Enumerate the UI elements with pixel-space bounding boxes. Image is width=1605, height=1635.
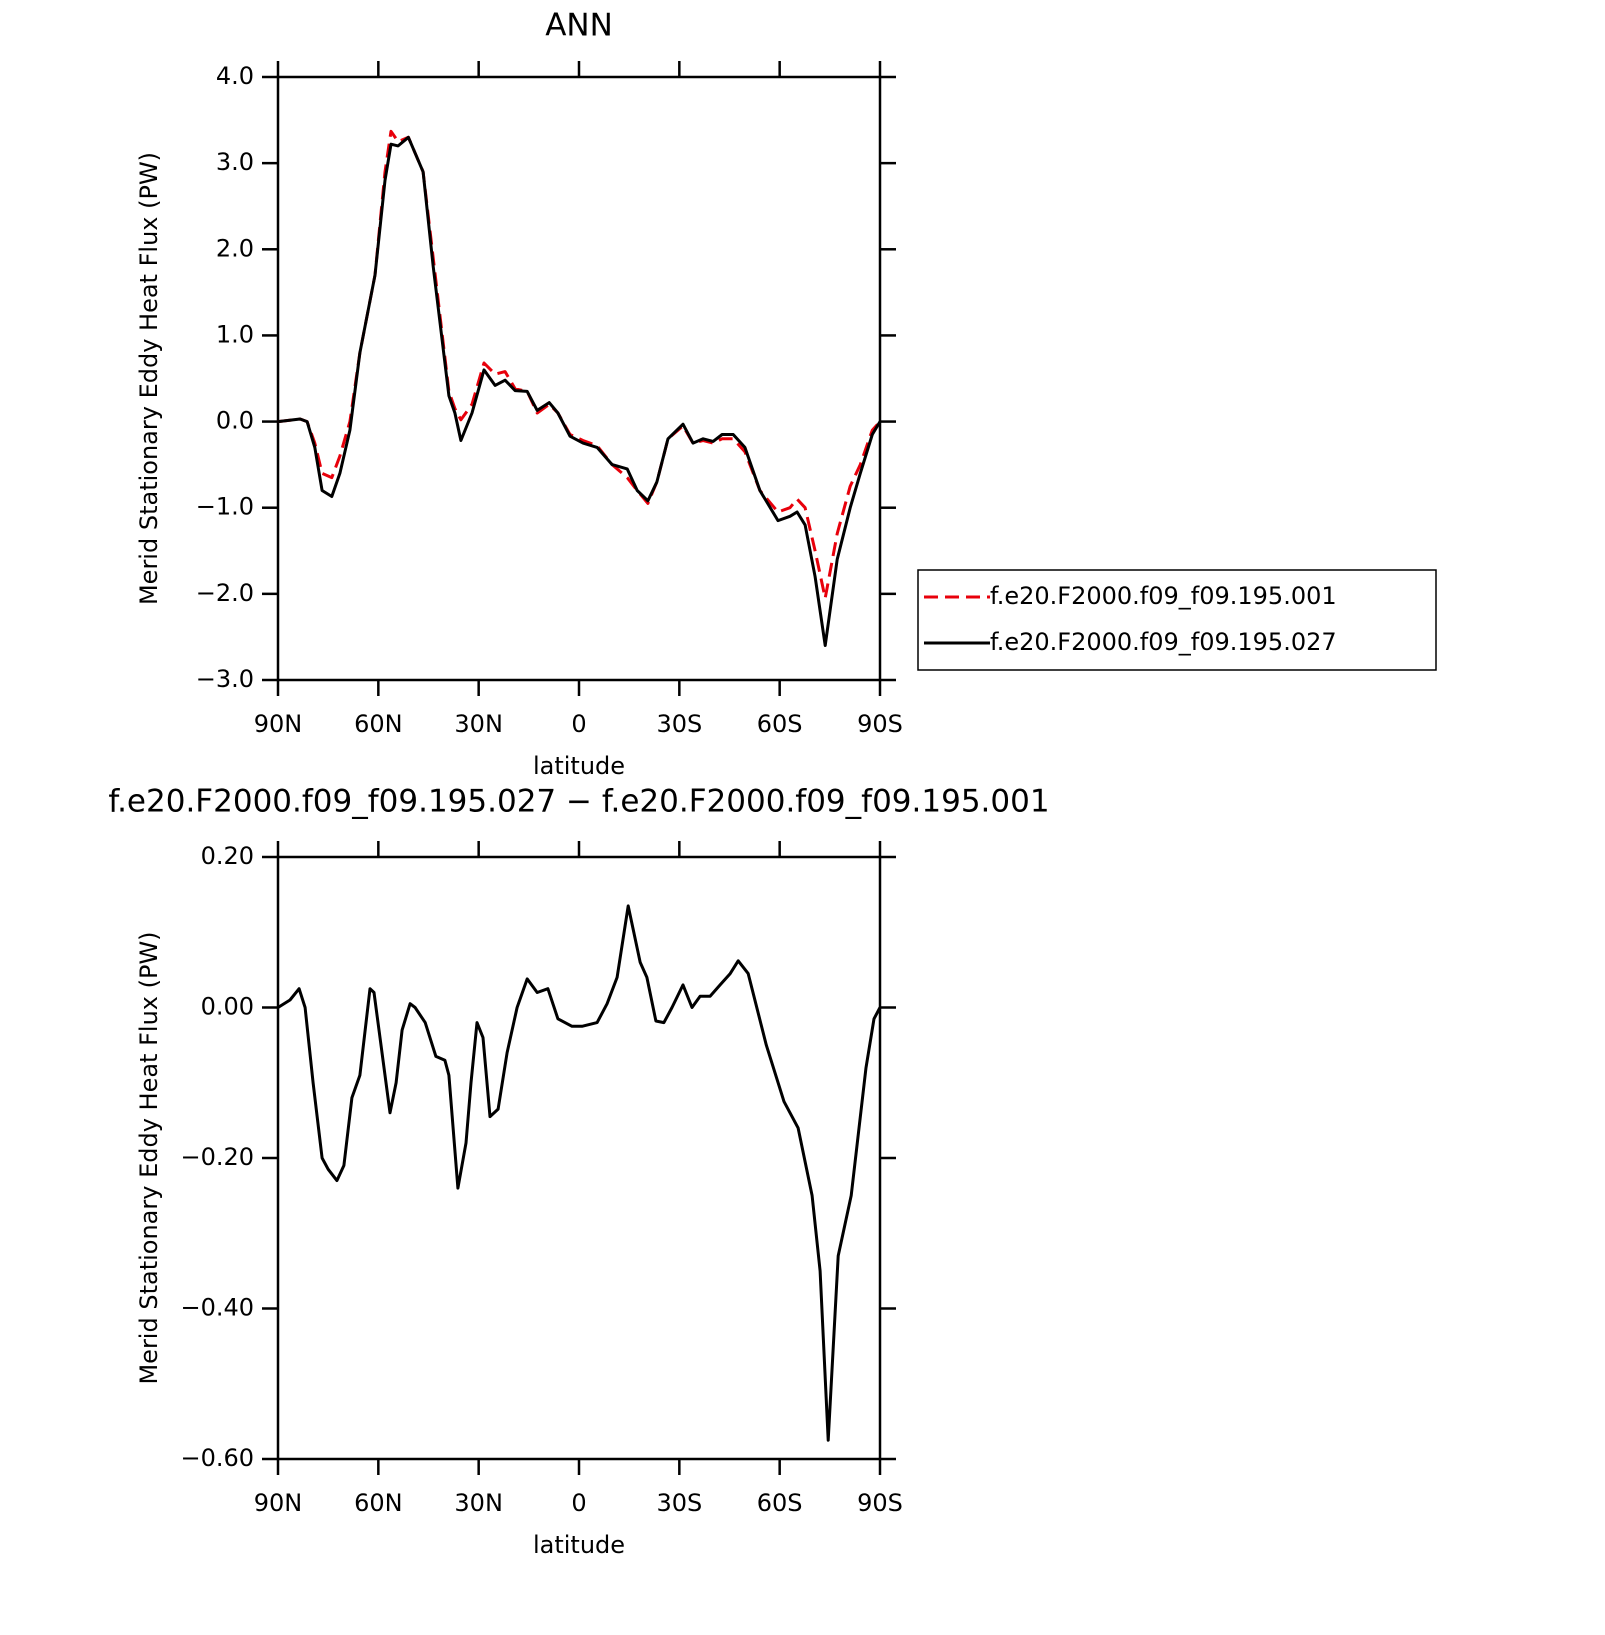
x-tick-label: 30S: [656, 1489, 702, 1517]
y-tick-label: 0.00: [201, 993, 254, 1021]
y-tick-label: 4.0: [216, 62, 254, 90]
y-axis-label: Merid Stationary Eddy Heat Flux (PW): [135, 152, 163, 605]
x-tick-label: 30S: [656, 710, 702, 738]
legend-label: f.e20.F2000.f09_f09.195.001: [990, 582, 1337, 610]
y-axis-label: Merid Stationary Eddy Heat Flux (PW): [135, 931, 163, 1384]
x-tick-label: 30N: [454, 710, 503, 738]
x-tick-label: 60N: [354, 710, 403, 738]
data-line: [277, 904, 882, 1442]
data-line: [277, 135, 882, 647]
y-tick-label: 0.20: [201, 842, 254, 870]
x-tick-label: 90N: [254, 710, 303, 738]
x-tick-label: 0: [571, 710, 586, 738]
x-tick-label: 90N: [254, 1489, 303, 1517]
legend: f.e20.F2000.f09_f09.195.001 f.e20.F2000.f…: [917, 569, 1437, 671]
x-tick-label: 60S: [757, 1489, 803, 1517]
x-tick-label: 90S: [857, 1489, 903, 1517]
y-tick-label: −0.20: [180, 1143, 254, 1171]
data-line: [277, 129, 882, 600]
y-tick-label: 1.0: [216, 320, 254, 348]
x-tick-label: 30N: [454, 1489, 503, 1517]
y-tick-label: −2.0: [196, 579, 254, 607]
y-tick-label: 3.0: [216, 148, 254, 176]
y-tick-label: −0.60: [180, 1444, 254, 1472]
chart-title: f.e20.F2000.f09_f09.195.027 − f.e20.F200…: [108, 784, 1049, 820]
x-tick-label: 90S: [857, 710, 903, 738]
x-tick-label: 60S: [757, 710, 803, 738]
legend-label: f.e20.F2000.f09_f09.195.027: [990, 628, 1337, 656]
plot-frame: [276, 855, 882, 1461]
x-tick-label: 60N: [354, 1489, 403, 1517]
y-tick-label: 2.0: [216, 234, 254, 262]
y-tick-label: −1.0: [196, 493, 254, 521]
legend-box: [917, 569, 1437, 671]
chart-title: ANN: [545, 8, 613, 44]
y-tick-label: −3.0: [196, 665, 254, 693]
x-axis-label: latitude: [533, 1531, 625, 1559]
plot-frame: [276, 75, 882, 682]
y-tick-label: 0.0: [216, 407, 254, 435]
y-tick-label: −0.40: [180, 1294, 254, 1322]
x-tick-label: 0: [571, 1489, 586, 1517]
x-axis-label: latitude: [533, 752, 625, 780]
